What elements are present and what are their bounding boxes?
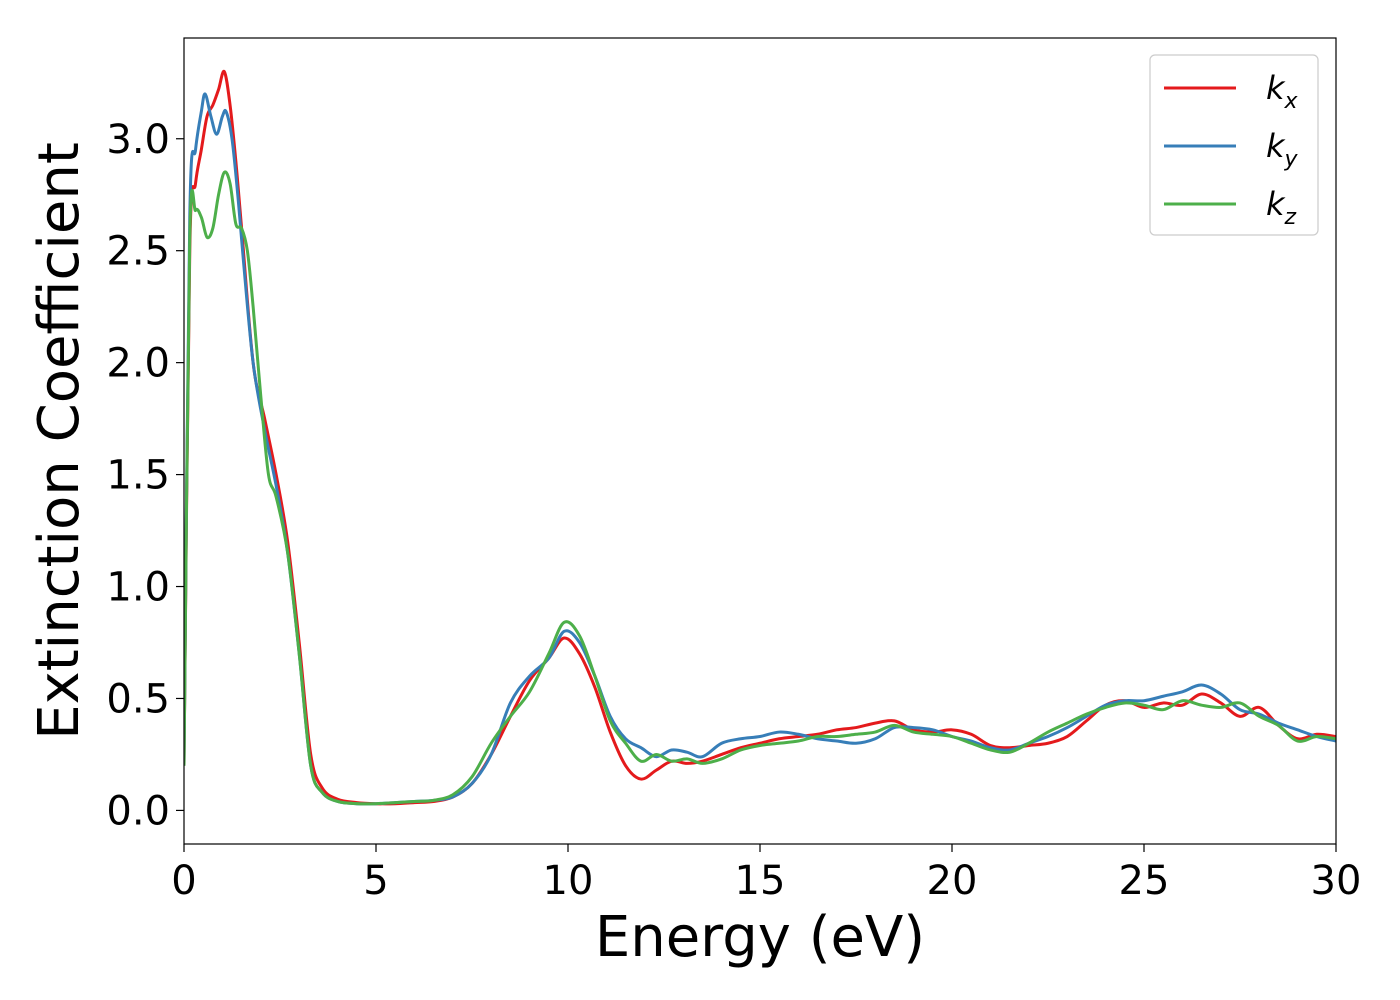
series-group — [184, 69, 1336, 806]
y-tick-label: 2.0 — [106, 341, 170, 387]
y-tick-label: 2.5 — [106, 229, 170, 275]
y-tick-label: 0.0 — [106, 788, 170, 834]
x-tick-label: 10 — [543, 858, 594, 904]
legend-label-subscript: y — [1284, 147, 1299, 172]
legend-label-ky: ky — [1266, 127, 1299, 172]
x-tick-label: 30 — [1311, 858, 1362, 904]
legend-label-base: k — [1266, 127, 1286, 165]
y-tick-label: 1.5 — [106, 453, 170, 499]
x-tick-label: 25 — [1119, 858, 1170, 904]
y-tick-label: 1.0 — [106, 565, 170, 611]
legend-label-base: k — [1266, 185, 1286, 223]
legend-label-kz: kz — [1266, 185, 1297, 230]
x-tick-label: 0 — [171, 858, 196, 904]
x-tick-label: 5 — [363, 858, 388, 904]
legend-label-kx: kx — [1266, 69, 1299, 114]
x-tick-label: 15 — [735, 858, 786, 904]
x-tick-label: 20 — [927, 858, 978, 904]
y-tick-label: 3.0 — [106, 117, 170, 163]
x-axis-title: Energy (eV) — [595, 905, 925, 970]
legend-label-base: k — [1266, 69, 1286, 107]
legend-label-subscript: x — [1284, 89, 1299, 114]
x-axis: 0 5 10 15 20 25 30 — [171, 844, 1361, 904]
legend-label-subscript: z — [1284, 205, 1297, 230]
series-line-kz — [184, 170, 1336, 806]
y-tick-label: 0.5 — [106, 676, 170, 722]
y-axis-title: Extinction Coefficient — [27, 142, 92, 740]
y-axis: 0.0 0.5 1.0 1.5 2.0 2.5 3.0 — [106, 117, 184, 834]
